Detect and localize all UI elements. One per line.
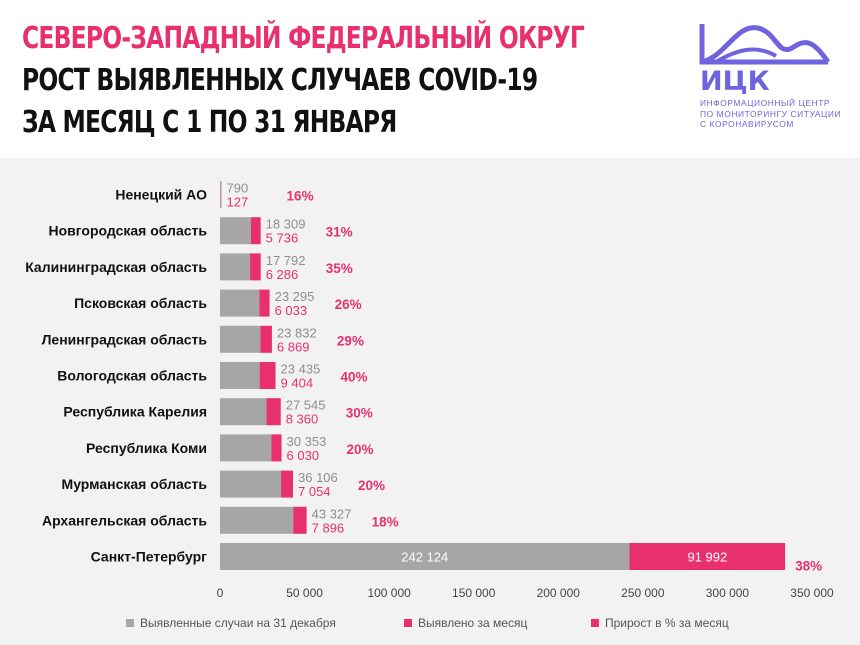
legend-item-percent: Прирост в % за месяц: [591, 616, 729, 630]
bar-increase: [259, 362, 276, 389]
data-label-increase: 6 286: [266, 267, 299, 282]
bar-increase: [271, 434, 282, 462]
logo-caption-line-1: ИНФОРМАЦИОННЫЙ ЦЕНТР: [700, 98, 831, 108]
legend-swatch-percent: [591, 619, 599, 627]
bar-increase: [250, 217, 261, 245]
bar-base: [220, 434, 272, 462]
category-label: Санкт-Петербург: [91, 549, 208, 565]
bar-base: [220, 253, 251, 281]
data-label-percent: 29%: [337, 333, 364, 348]
data-label-percent: 20%: [347, 442, 374, 457]
category-label: Республика Коми: [86, 440, 207, 456]
data-label-increase: 6 030: [287, 448, 320, 463]
legend-item-base: Выявленные случаи на 31 декабря: [126, 616, 336, 630]
bar-base: [220, 543, 630, 570]
bar-increase: [259, 289, 270, 317]
data-label-increase: 7 896: [312, 520, 345, 535]
title-line-2: РОСТ ВЫЯВЛЕННЫХ СЛУЧАЕВ COVID-19: [22, 63, 538, 98]
category-label: Вологодская область: [57, 368, 207, 384]
bar-base: [220, 362, 260, 389]
data-label-increase: 6 869: [277, 339, 310, 354]
data-label-percent: 30%: [346, 406, 373, 421]
data-label-increase: 6 033: [275, 303, 308, 318]
data-label-increase: 5 736: [266, 231, 299, 246]
data-label-increase: 8 360: [286, 412, 319, 427]
data-label-percent: 26%: [335, 297, 362, 312]
x-tick-label: 0: [217, 586, 224, 600]
x-tick-label: 50 000: [286, 586, 323, 600]
legend-label-percent: Прирост в % за месяц: [605, 616, 729, 630]
bar-increase: [293, 506, 307, 534]
data-label-base: 790: [227, 181, 249, 196]
data-label-percent: 35%: [326, 261, 353, 276]
bar-increase: [629, 543, 786, 570]
data-label-increase: 127: [227, 195, 249, 210]
data-label-base: 23 435: [281, 362, 321, 377]
data-label-percent: 31%: [326, 225, 353, 240]
bar-base: [220, 289, 260, 317]
data-label-increase: 91 992: [687, 550, 727, 565]
bar-base: [220, 470, 282, 498]
data-label-percent: 38%: [795, 559, 822, 574]
x-tick-label: 150 000: [452, 586, 496, 600]
logo-abbr: ИЦК: [700, 66, 770, 97]
data-label-base: 43 327: [312, 506, 352, 521]
x-tick-label: 350 000: [790, 586, 834, 600]
legend-label-base: Выявленные случаи на 31 декабря: [140, 616, 336, 630]
category-label: Республика Карелия: [63, 404, 207, 420]
bar-base: [220, 325, 261, 353]
data-label-base: 27 545: [286, 398, 326, 413]
data-label-percent: 40%: [341, 370, 368, 385]
category-label: Мурманская область: [62, 476, 208, 492]
bar-base: [220, 217, 251, 245]
category-label: Новгородская область: [48, 223, 207, 239]
data-label-base: 18 309: [266, 217, 306, 232]
header: СЕВЕРО-ЗАПАДНЫЙ ФЕДЕРАЛЬНЫЙ ОКРУГ РОСТ В…: [0, 0, 860, 158]
category-label: Архангельская область: [42, 512, 207, 528]
title-line-3: ЗА МЕСЯЦ С 1 ПО 31 ЯНВАРЯ: [22, 105, 397, 140]
data-label-percent: 18%: [372, 514, 399, 529]
logo-caption-line-3: С КОРОНАВИРУСОМ: [700, 119, 794, 129]
bar-increase: [260, 325, 272, 353]
category-label: Ленинградская область: [42, 331, 208, 347]
data-label-base: 36 106: [298, 470, 338, 485]
category-label: Калининградская область: [25, 259, 207, 275]
x-tick-label: 100 000: [367, 586, 411, 600]
legend-item-increase: Выявлено за месяц: [404, 616, 527, 630]
title-line-1: СЕВЕРО-ЗАПАДНЫЙ ФЕДЕРАЛЬНЫЙ ОКРУГ: [22, 21, 585, 56]
data-label-increase: 7 054: [298, 484, 331, 499]
bar-base: [220, 506, 294, 534]
category-label: Псковская область: [74, 295, 207, 311]
data-label-base: 242 124: [401, 550, 448, 565]
bar-base: [220, 398, 267, 426]
logo-caption: ИНФОРМАЦИОННЫЙ ЦЕНТР ПО МОНИТОРИНГУ СИТУ…: [700, 98, 841, 130]
legend-label-increase: Выявлено за месяц: [418, 616, 528, 630]
data-label-percent: 16%: [287, 189, 314, 204]
data-label-base: 30 353: [287, 434, 327, 449]
legend-swatch-increase: [404, 619, 412, 627]
x-tick-label: 300 000: [706, 586, 750, 600]
x-tick-label: 250 000: [621, 586, 665, 600]
x-tick-label: 200 000: [537, 586, 581, 600]
bar-increase: [281, 470, 294, 498]
bar-increase: [266, 398, 281, 426]
bar-base: [220, 181, 222, 208]
logo-icon: ИЦК: [699, 24, 831, 97]
data-label-percent: 20%: [358, 478, 385, 493]
legend-swatch-base: [126, 619, 134, 627]
data-label-base: 23 832: [277, 325, 317, 340]
data-label-base: 17 792: [266, 253, 306, 268]
bar-increase: [250, 253, 261, 281]
category-label: Ненецкий АО: [115, 187, 207, 203]
data-label-increase: 9 404: [281, 376, 314, 391]
data-label-base: 23 295: [275, 289, 315, 304]
logo-caption-line-2: ПО МОНИТОРИНГУ СИТУАЦИИ: [700, 108, 842, 119]
